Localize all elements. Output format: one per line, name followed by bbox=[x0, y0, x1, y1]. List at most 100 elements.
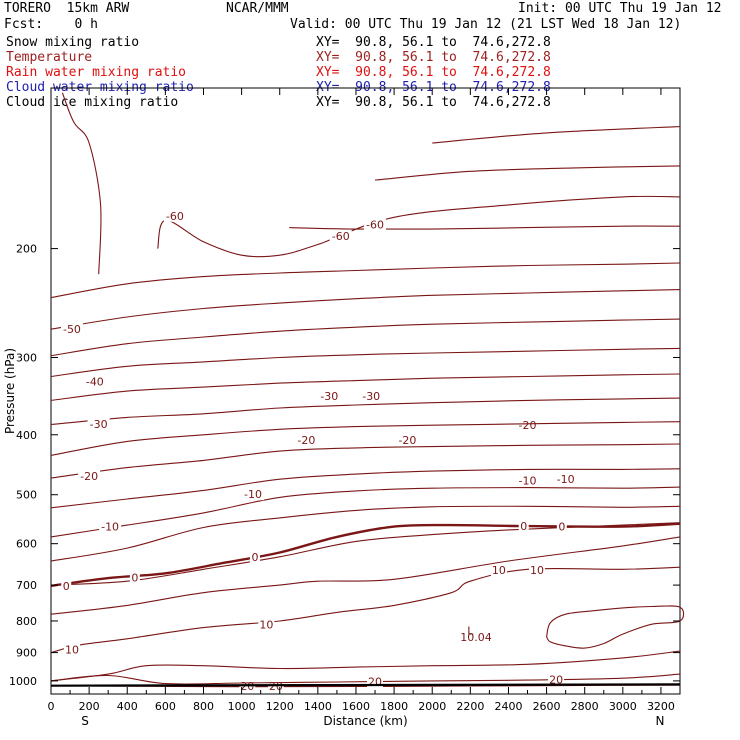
contour-label: 0 bbox=[131, 571, 138, 584]
contour-label-bg bbox=[318, 389, 341, 402]
contour-line-22 bbox=[61, 92, 102, 275]
contour-label-bg bbox=[529, 564, 546, 577]
contour-line-6 bbox=[50, 522, 681, 588]
x-tick-label: 3200 bbox=[647, 700, 675, 713]
contour-label-bg bbox=[364, 218, 387, 231]
contour-label: -20 bbox=[80, 470, 98, 483]
field-xy-cloud-ice: XY= 90.8, 56.1 to 74.6,272.8 bbox=[316, 95, 551, 110]
contour-line-10 bbox=[50, 443, 681, 479]
contour-label-bg bbox=[83, 375, 106, 388]
contour-label-bg bbox=[242, 488, 265, 501]
contour-label: -30 bbox=[362, 390, 380, 403]
contour-label: -10 bbox=[101, 521, 119, 534]
contour-label-bg bbox=[60, 323, 83, 336]
contour-line-3 bbox=[50, 566, 681, 654]
contour-line-17 bbox=[50, 262, 681, 299]
center-label: NCAR/MMM bbox=[226, 1, 289, 16]
x-tick-label: 1600 bbox=[342, 700, 370, 713]
x-tick-label: 400 bbox=[117, 700, 138, 713]
contour-line-2 bbox=[50, 650, 681, 682]
x-tick-label: 1200 bbox=[266, 700, 294, 713]
start-point-label: S bbox=[81, 714, 89, 728]
y-tick-label: 800 bbox=[16, 615, 37, 628]
contour-line-8 bbox=[50, 486, 681, 538]
field-label-temperature: Temperature bbox=[6, 50, 93, 65]
contour-label: 10 bbox=[492, 564, 506, 577]
y-tick-label: 500 bbox=[16, 489, 37, 502]
field-xy-rain: XY= 90.8, 56.1 to 74.6,272.8 bbox=[316, 65, 551, 80]
contour-label-bg bbox=[548, 673, 565, 686]
contour-label: 20 bbox=[368, 675, 382, 688]
x-tick-label: 2800 bbox=[571, 700, 599, 713]
contour-line-23 bbox=[546, 605, 685, 649]
x-tick-label: 3000 bbox=[609, 700, 637, 713]
contour-label: -60 bbox=[332, 230, 350, 243]
x-tick-label: 2600 bbox=[533, 700, 561, 713]
contour-label: 10 bbox=[65, 644, 79, 657]
contour-label-bg bbox=[129, 571, 140, 584]
contour-label-bg bbox=[516, 474, 539, 487]
contour-label: -30 bbox=[320, 390, 338, 403]
x-tick-label: 2000 bbox=[418, 700, 446, 713]
x-axis-label: Distance (km) bbox=[323, 714, 407, 728]
contour-label: 10 bbox=[530, 564, 544, 577]
plot-frame bbox=[50, 87, 681, 695]
y-tick-label: 400 bbox=[16, 429, 37, 442]
contour-label: -10 bbox=[519, 474, 537, 487]
contour-line-9 bbox=[50, 468, 681, 509]
contour-label: -20 bbox=[519, 419, 537, 432]
contour-label-bg bbox=[360, 389, 383, 402]
contour-label: -30 bbox=[90, 418, 108, 431]
y-tick-label: 200 bbox=[16, 243, 37, 256]
field-label-snow: Snow mixing ratio bbox=[6, 35, 140, 50]
x-tick-label: 600 bbox=[155, 700, 176, 713]
contour-label: -20 bbox=[297, 434, 315, 447]
contour-label: -40 bbox=[86, 375, 104, 388]
contour-label: 10 bbox=[259, 618, 273, 631]
contour-line-11 bbox=[50, 421, 681, 456]
chart-header: TORERO 15km ARW NCAR/MMM Init: 00 UTC Th… bbox=[0, 0, 740, 110]
init-time: Init: 00 UTC Thu 19 Jan 12 bbox=[518, 1, 722, 16]
field-xy-snow: XY= 90.8, 56.1 to 74.6,272.8 bbox=[316, 35, 551, 50]
contour-label: 0 bbox=[558, 521, 565, 534]
y-tick-label: 700 bbox=[16, 579, 37, 592]
ground-line bbox=[50, 683, 681, 687]
end-point-label: N bbox=[656, 714, 665, 728]
valid-time: Valid: 00 UTC Thu 19 Jan 12 (21 LST Wed … bbox=[290, 17, 682, 32]
contour-line-4 bbox=[50, 536, 681, 615]
contour-label: -60 bbox=[166, 210, 184, 223]
x-tick-label: 1800 bbox=[380, 700, 408, 713]
field-label-cloud-ice: Cloud ice mixing ratio bbox=[6, 95, 179, 110]
contour-line-13 bbox=[50, 373, 681, 401]
contour-label-bg bbox=[78, 469, 101, 482]
contour-line-21 bbox=[432, 126, 681, 144]
contour-label-bg bbox=[518, 520, 529, 533]
contour-label-bg bbox=[99, 520, 122, 533]
contour-label-bg bbox=[490, 564, 507, 577]
contour-label-bg bbox=[554, 473, 577, 486]
y-tick-label: 900 bbox=[16, 647, 37, 660]
contour-label-bg bbox=[63, 643, 80, 656]
contour-line-14 bbox=[50, 347, 681, 378]
contour-label-bg bbox=[329, 230, 352, 243]
contour-label: -50 bbox=[63, 323, 81, 336]
low-annotation-1: 10.04 bbox=[460, 631, 492, 644]
contour-label-bg bbox=[249, 550, 260, 563]
contour-label: -10 bbox=[244, 488, 262, 501]
contour-line-1 bbox=[50, 673, 681, 685]
forecast-hour: Fcst: 0 h bbox=[4, 17, 98, 32]
contour-line-20 bbox=[374, 165, 681, 181]
field-label-rain: Rain water mixing ratio bbox=[6, 65, 187, 80]
x-tick-label: 1000 bbox=[228, 700, 256, 713]
contour-label-bg bbox=[87, 417, 110, 430]
contour-label-bg bbox=[163, 209, 186, 222]
contour-label: 20 bbox=[549, 673, 563, 686]
x-tick-label: 0 bbox=[48, 700, 55, 713]
contour-label-bg bbox=[258, 618, 275, 631]
contour-label: -20 bbox=[398, 434, 416, 447]
x-tick-label: 1400 bbox=[304, 700, 332, 713]
contour-label: -10 bbox=[557, 473, 575, 486]
contour-label: 0 bbox=[251, 551, 258, 564]
contour-label: -60 bbox=[366, 219, 384, 232]
